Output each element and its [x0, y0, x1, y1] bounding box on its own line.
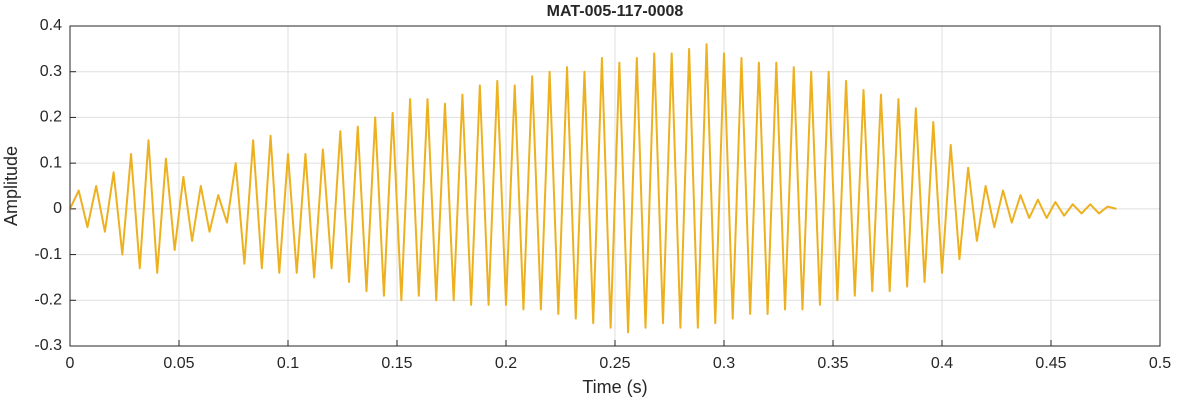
y-tick-label: -0.1 [34, 246, 62, 263]
y-tick-label: -0.2 [34, 292, 62, 309]
x-tick-label: 0.35 [817, 355, 848, 372]
y-tick-label: -0.3 [34, 337, 62, 354]
y-tick-label: 0.3 [40, 63, 62, 80]
x-tick-label: 0.1 [277, 355, 299, 372]
x-axis-label: Time (s) [582, 377, 647, 397]
y-axis-label: Amplitude [1, 146, 21, 226]
x-tick-label: 0.3 [713, 355, 735, 372]
chart-title: MAT-005-117-0008 [547, 3, 684, 20]
y-tick-label: 0.2 [40, 109, 62, 126]
plot-frame [69, 25, 1161, 347]
x-tick-label: 0.4 [931, 355, 953, 372]
x-tick-label: 0.5 [1149, 355, 1171, 372]
x-tick-label: 0.15 [381, 355, 412, 372]
waveform-line [69, 43, 1117, 334]
x-tick-label: 0.05 [163, 355, 194, 372]
y-tick-label: 0.1 [40, 154, 62, 171]
x-tick-label: 0.45 [1035, 355, 1066, 372]
x-tick-label: 0 [66, 355, 75, 372]
y-tick-label: 0 [53, 200, 62, 217]
x-tick-label: 0.25 [599, 355, 630, 372]
y-tick-label: 0.4 [40, 17, 62, 34]
x-tick-label: 0.2 [495, 355, 517, 372]
